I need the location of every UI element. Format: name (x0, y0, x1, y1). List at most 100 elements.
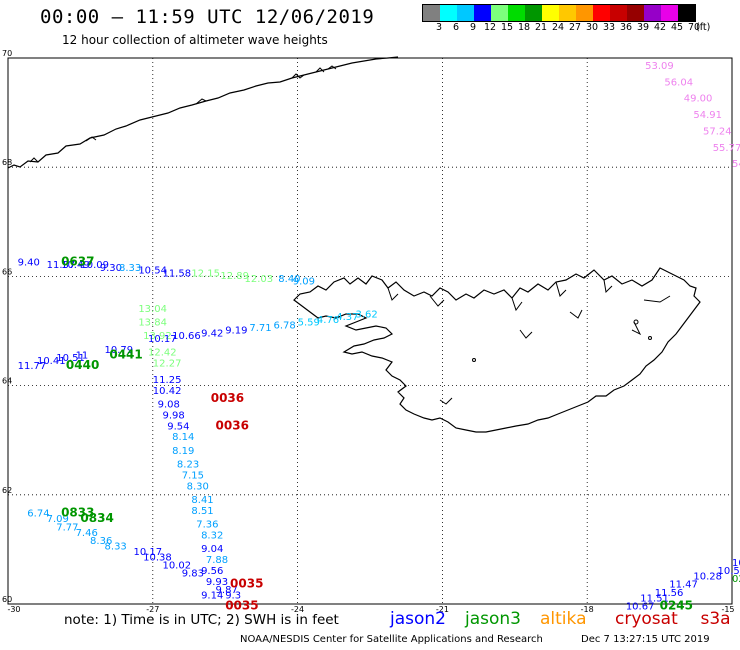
wave-height-value: 10.41 (37, 356, 66, 367)
wave-height-value: 7.15 (182, 470, 204, 481)
wave-height-value: 7.71 (249, 323, 271, 334)
wave-height-value: 9.54 (167, 421, 189, 432)
pass-time-label: 0637 (61, 254, 94, 268)
longitude-label: -15 (721, 605, 734, 614)
measurement-labels: 53.0956.0449.0054.9157.2455.7754.269.401… (18, 61, 740, 613)
wave-height-value: 9.56 (201, 566, 223, 577)
wave-height-value: 12.89 (220, 271, 249, 282)
latitude-label: 62 (2, 486, 12, 495)
color-scale-swatch (440, 5, 457, 21)
color-scale-swatch (627, 5, 644, 21)
color-scale-swatch (423, 5, 440, 21)
wave-height-value: 12.27 (153, 358, 182, 369)
color-scale-swatch (644, 5, 661, 21)
pass-time-label: 0036 (211, 391, 244, 405)
map-frame (7, 57, 733, 605)
color-scale-swatch (576, 5, 593, 21)
wave-height-value: 9.93 (206, 577, 228, 588)
wave-height-value: 6.78 (273, 320, 295, 331)
wave-height-value: 11.77 (18, 361, 47, 372)
map-title: 00:00 – 11:59 UTC 12/06/2019 (40, 6, 375, 28)
wave-height-value: 8.33 (105, 541, 127, 552)
longitude-label: -18 (581, 605, 594, 614)
wave-height-value: 11.37 (47, 260, 76, 271)
wave-height-value: 9.3 (225, 591, 241, 602)
color-scale-tick: 33 (602, 22, 616, 33)
wave-height-value: 11.47 (669, 580, 698, 591)
color-scale-tick: 15 (500, 22, 514, 33)
latitude-label: 64 (2, 377, 12, 386)
color-scale-tick: 42 (653, 22, 667, 33)
satellite-s3a: s3a (700, 609, 731, 629)
color-scale-tick: 18 (517, 22, 531, 33)
wave-height-value: 10.49 (61, 260, 90, 271)
color-scale-swatch (678, 5, 695, 21)
wave-height-value: 11 (76, 350, 89, 361)
wave-height-value: 9.87 (216, 585, 238, 596)
wave-height-value: 55.77 (713, 143, 740, 154)
wave-height-value: 56.04 (664, 77, 693, 88)
latitude-label: 66 (2, 267, 12, 276)
wave-height-value: 12.42 (148, 348, 177, 359)
wave-height-value: 10.28 (693, 571, 722, 582)
island-dot (633, 319, 639, 325)
wave-height-value: 9.08 (158, 399, 180, 410)
wave-height-value: 10.17 (148, 334, 177, 345)
wave-height-value: 10.54 (138, 266, 167, 277)
pass-time-label: 0441 (109, 347, 142, 361)
wave-height-value: 9.04 (201, 544, 223, 555)
wave-height-value: 54.91 (693, 110, 722, 121)
wave-height-value: 10.79 (105, 345, 134, 356)
color-scale-tick: 3 (435, 22, 443, 33)
wave-height-value: 13.04 (138, 304, 167, 315)
wave-height-value: 7.09 (47, 514, 69, 525)
wave-height-value: 11.56 (655, 588, 684, 599)
wave-height-value: 4.37 (336, 312, 358, 323)
color-scale-tick: 45 (670, 22, 684, 33)
latitude-label: 60 (2, 595, 12, 604)
wave-height-value: 10 (732, 558, 740, 569)
color-scale-tick: 21 (534, 22, 548, 33)
color-scale-tick: 9 (469, 22, 477, 33)
pass-time-label: 0834 (80, 511, 113, 525)
wave-height-value: 13.84 (138, 318, 167, 329)
wave-height-value: 11.58 (162, 268, 191, 279)
wave-height-value: 7.88 (206, 555, 228, 566)
color-scale-tick: 27 (568, 22, 582, 33)
wave-height-value: 10.42 (153, 386, 182, 397)
wave-height-value: 8.41 (191, 495, 213, 506)
footnote: note: 1) Time is in UTC; 2) SWH is in fe… (64, 612, 339, 628)
wave-height-value: 9.30 (100, 263, 122, 274)
wave-height-value: 57.24 (703, 126, 732, 137)
color-scale-swatch (542, 5, 559, 21)
longitude-label: -24 (291, 605, 304, 614)
wave-height-value: 9.42 (201, 328, 223, 339)
color-scale-swatch (525, 5, 542, 21)
wave-height-value: 10.67 (626, 601, 655, 612)
color-scale-swatch (508, 5, 525, 21)
wave-height-value: 8.23 (177, 460, 199, 471)
pass-time-label: 0833 (61, 506, 94, 520)
wave-height-value: 10.17 (133, 547, 162, 558)
color-scale-tick: 12 (483, 22, 497, 33)
wave-height-value: 7.77 (56, 522, 78, 533)
longitude-label: -30 (7, 605, 20, 614)
pass-time-label: 0036 (216, 418, 249, 432)
longitude-label: -27 (146, 605, 159, 614)
satellite-cryosat: cryosat (615, 609, 678, 629)
wave-height-value: 8.36 (90, 536, 112, 547)
color-scale-swatch (491, 5, 508, 21)
pass-time-label: 0035 (230, 577, 263, 591)
generated-timestamp: Dec 7 13:27:15 UTC 2019 (581, 634, 710, 645)
color-scale-unit: (ft) (696, 22, 711, 33)
wave-height-value: 8.51 (191, 506, 213, 517)
color-scale-swatch (474, 5, 491, 21)
satellite-jason3: jason3 (465, 609, 521, 629)
wave-height-value: 10.51 (56, 353, 85, 364)
satellite-altika: altika (540, 609, 587, 629)
map-subtitle: 12 hour collection of altimeter wave hei… (62, 33, 328, 47)
wave-height-value: 9.83 (182, 569, 204, 580)
color-scale-tick: 24 (551, 22, 565, 33)
wave-height-value: 13.92 (143, 331, 172, 342)
color-scale-tick: 30 (585, 22, 599, 33)
